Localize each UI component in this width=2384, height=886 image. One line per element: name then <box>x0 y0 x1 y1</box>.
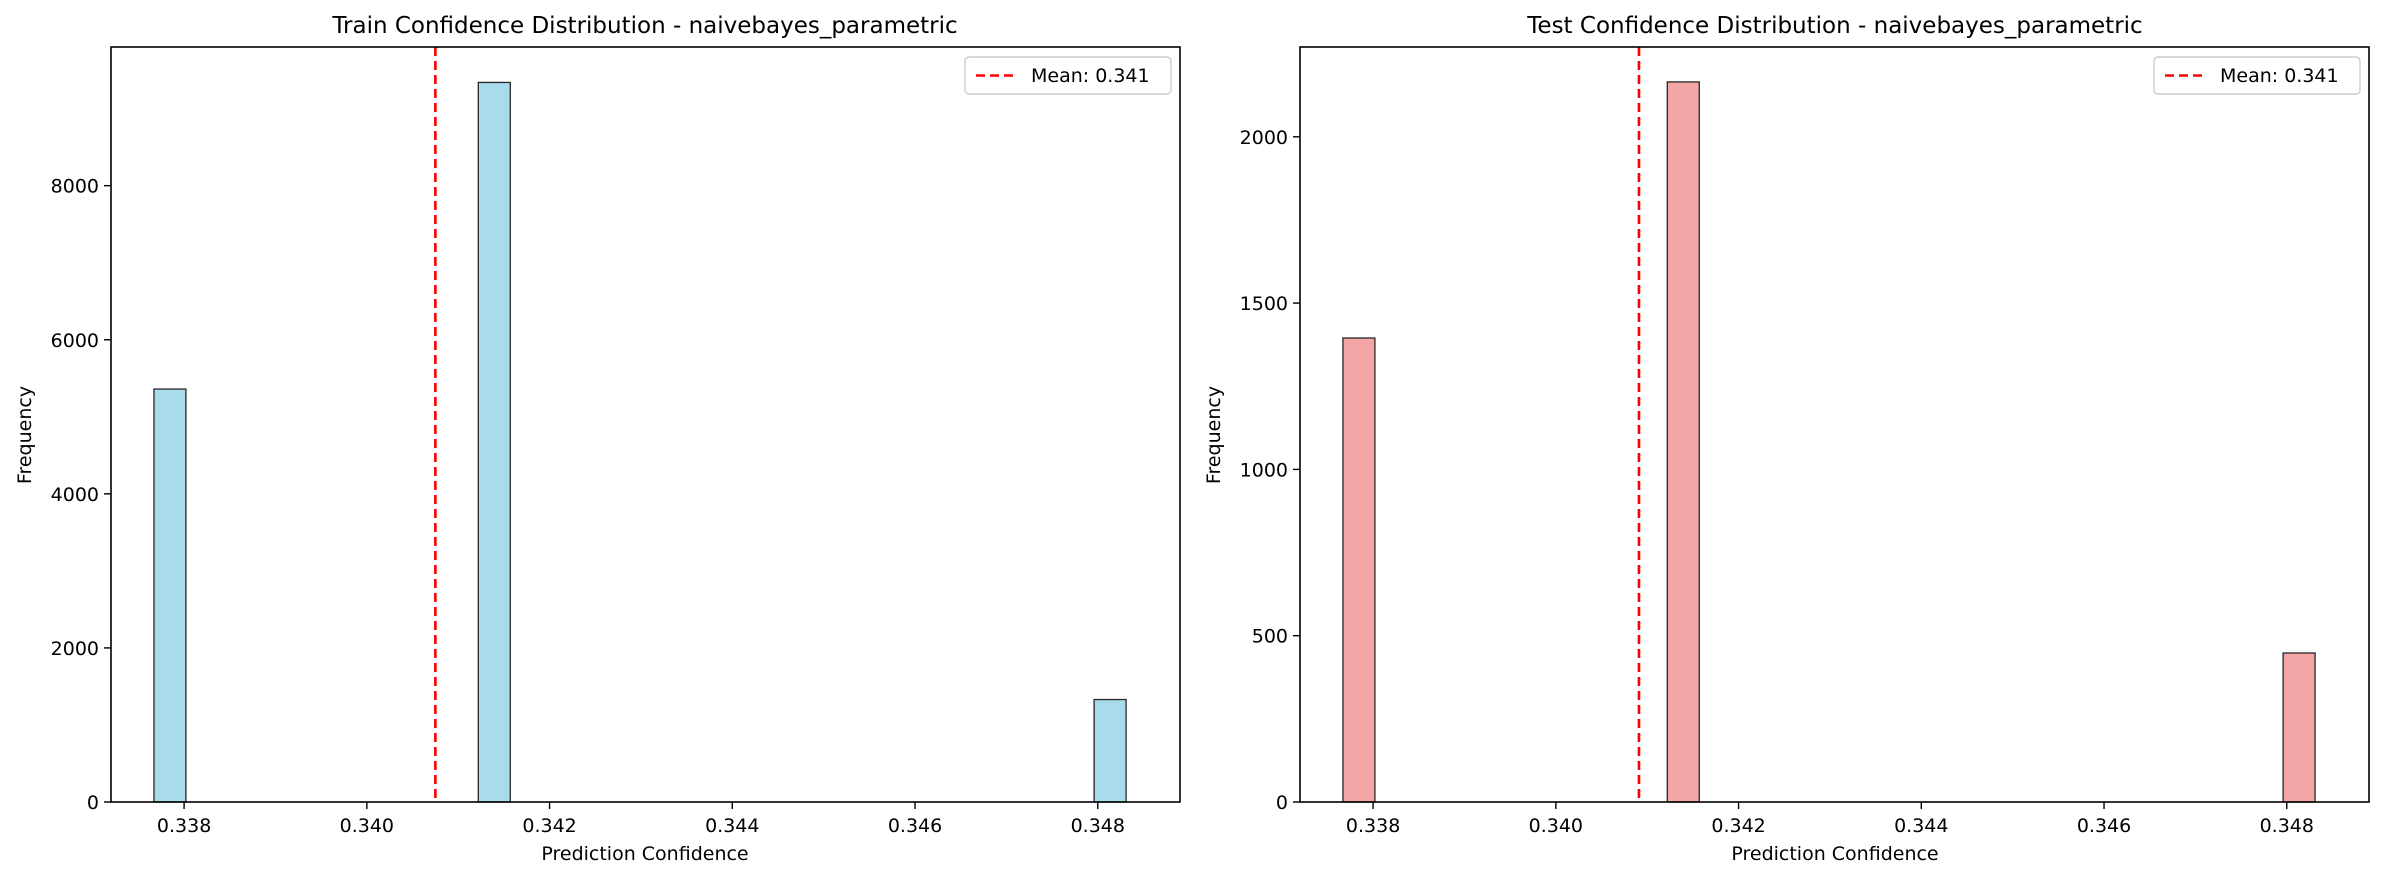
y-tick-label: 8000 <box>51 176 99 198</box>
y-axis-ticks: 0 500 1000 1500 2000 <box>1240 127 1300 814</box>
histogram-bar <box>153 388 187 803</box>
x-tick-label: 0.344 <box>1894 815 1948 837</box>
legend-label: Mean: 0.341 <box>1031 65 1150 87</box>
histogram-bar <box>1342 337 1376 803</box>
y-tick-label: 1000 <box>1240 459 1288 481</box>
y-tick-label: 4000 <box>51 484 99 506</box>
histogram-bar <box>477 81 511 803</box>
x-tick-label: 0.340 <box>1529 815 1583 837</box>
y-tick-label: 500 <box>1252 626 1288 648</box>
y-axis-label: Frequency <box>14 386 36 484</box>
legend-box <box>964 56 1172 95</box>
x-tick-label: 0.348 <box>2260 815 2314 837</box>
bar-group <box>153 81 1127 803</box>
test-chart: Test Confidence Distribution - naivebaye… <box>1203 13 2370 865</box>
x-tick-label: 0.338 <box>1346 815 1400 837</box>
y-tick-label: 0 <box>87 792 99 814</box>
legend-box <box>2153 56 2361 95</box>
chart-title: Train Confidence Distribution - naivebay… <box>331 13 957 39</box>
y-tick-label: 0 <box>1276 792 1288 814</box>
x-axis-ticks: 0.338 0.340 0.342 0.344 0.346 0.348 <box>1346 802 2314 837</box>
x-tick-label: 0.346 <box>2077 815 2131 837</box>
y-tick-label: 2000 <box>1240 127 1288 149</box>
x-tick-label: 0.340 <box>340 815 394 837</box>
x-axis-ticks: 0.338 0.340 0.342 0.344 0.346 0.348 <box>157 802 1125 837</box>
train-chart: Train Confidence Distribution - naivebay… <box>14 13 1181 865</box>
x-tick-label: 0.344 <box>705 815 759 837</box>
x-tick-label: 0.342 <box>522 815 576 837</box>
legend-label: Mean: 0.341 <box>2220 65 2339 87</box>
y-tick-label: 6000 <box>51 330 99 352</box>
bar-group <box>1342 81 2316 803</box>
x-tick-label: 0.338 <box>157 815 211 837</box>
plot-frame <box>1299 46 2370 803</box>
y-tick-label: 1500 <box>1240 293 1288 315</box>
y-tick-label: 2000 <box>51 638 99 660</box>
legend: Mean: 0.341 <box>2153 56 2361 95</box>
chart-title: Test Confidence Distribution - naivebaye… <box>1526 13 2142 39</box>
x-tick-label: 0.342 <box>1711 815 1765 837</box>
y-axis-ticks: 0 2000 4000 6000 8000 <box>51 176 111 814</box>
x-axis-label: Prediction Confidence <box>1731 843 1938 865</box>
x-tick-label: 0.346 <box>888 815 942 837</box>
histogram-bar <box>2282 652 2316 803</box>
histogram-bar <box>1666 81 1700 803</box>
x-axis-label: Prediction Confidence <box>541 843 748 865</box>
histogram-bar <box>1093 698 1127 803</box>
plot-frame <box>110 46 1181 803</box>
legend: Mean: 0.341 <box>964 56 1172 95</box>
x-tick-label: 0.348 <box>1071 815 1125 837</box>
y-axis-label: Frequency <box>1203 386 1225 484</box>
